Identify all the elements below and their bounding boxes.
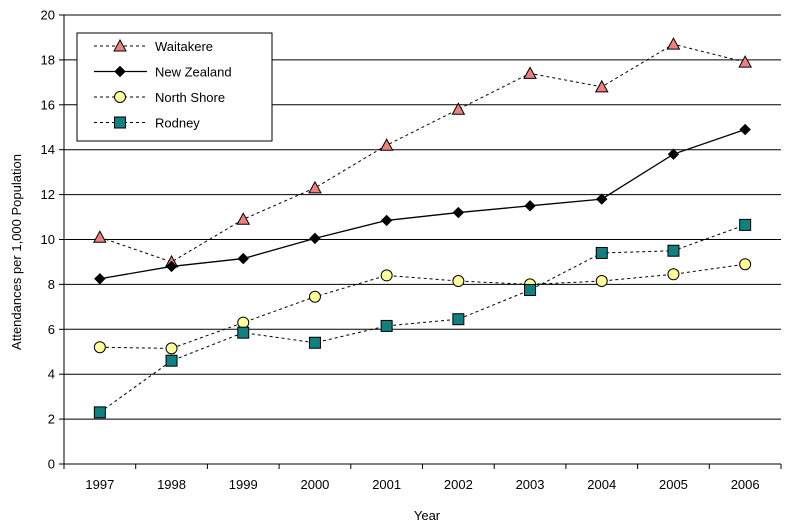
rodney-point [165,354,178,367]
waitakere-point [379,138,394,151]
legend-label-rodney: Rodney [155,116,200,131]
rodney-point [667,244,680,257]
series-rodney [93,218,752,419]
y-tick-label: 0 [48,457,55,472]
new-zealand-point [524,200,536,212]
new-zealand-point [165,260,178,273]
x-tick-label: 1998 [157,477,186,492]
y-tick-label: 18 [41,52,55,67]
x-tick-label: 2004 [587,477,616,492]
x-tick-label: 2002 [444,477,473,492]
waitakere-point [308,180,322,194]
y-tick-label: 2 [48,412,55,427]
x-tick-label: 2000 [300,477,329,492]
y-tick-label: 6 [48,322,55,337]
new-zealand-point [739,123,751,136]
north-shore-point [739,258,752,271]
series-new-zealand [94,123,751,285]
rodney-point [595,246,608,259]
waitakere-point [738,55,752,68]
series-group [93,37,752,419]
x-axis-ticks: 1997 1998 1999 2000 2001 2002 2003 2004 2005 2006 [63,464,782,492]
north-shore-point [237,316,250,329]
legend-box [76,32,273,142]
series-north-shore [93,258,752,355]
new-zealand-point [596,193,608,205]
new-zealand-point [452,206,465,219]
north-shore-point [165,342,178,355]
x-tick-label: 1999 [229,477,258,492]
legend-marker-rodney [114,116,126,129]
new-zealand-point [309,232,321,245]
new-zealand-point [94,273,106,285]
waitakere-point [523,66,537,79]
waitakere-point [93,230,107,243]
legend-marker-new-zealand [114,65,126,78]
rodney-point [524,284,537,297]
new-zealand-point [667,148,680,160]
waitakere-line [99,43,746,263]
north-shore-line [99,263,746,349]
y-axis-title: Attendances per 1,000 Population [9,154,24,350]
north-shore-point [595,275,608,288]
north-shore-point [380,269,393,282]
legend-marker-north-shore [114,91,126,103]
rodney-point [237,326,250,339]
new-zealand-point [380,214,393,227]
rodney-point [380,319,393,332]
y-tick-label: 4 [48,367,55,382]
y-tick-label: 12 [41,187,55,202]
rodney-point [308,336,321,349]
waitakere-point [666,37,681,50]
gridlines [64,14,781,420]
waitakere-point [451,102,466,115]
x-tick-label: 2003 [516,477,545,492]
legend: Waitakere New Zealand North Shore Rodney [76,32,273,142]
north-shore-point [667,268,680,281]
new-zealand-point [237,252,249,265]
rodney-point [452,313,465,326]
north-shore-point [93,341,106,354]
series-waitakere [93,37,752,268]
y-tick-label: 8 [48,277,55,292]
x-tick-label: 2001 [372,477,401,492]
waitakere-point [594,79,609,93]
legend-label-waitakere: Waitakere [155,39,213,54]
y-tick-label: 10 [41,232,55,247]
legend-label-north-shore: North Shore [155,90,225,105]
y-tick-label: 14 [41,142,55,157]
north-shore-point [452,275,465,288]
y-axis-ticks: 0 2 4 6 8 10 12 14 16 18 20 [41,8,64,472]
y-tick-label: 20 [41,8,55,23]
rodney-line [99,224,746,413]
rodney-point [93,406,106,419]
y-tick-label: 16 [41,97,55,112]
rodney-point [739,218,752,231]
legend-marker-waitakere [113,38,127,52]
x-tick-label: 1997 [85,477,114,492]
north-shore-point [308,290,321,303]
x-axis-title: Year [414,508,441,523]
x-tick-label: 2006 [731,477,760,492]
waitakere-point [236,212,251,225]
new-zealand-line [99,128,746,280]
legend-label-new-zealand: New Zealand [155,65,232,80]
x-tick-label: 2005 [659,477,688,492]
